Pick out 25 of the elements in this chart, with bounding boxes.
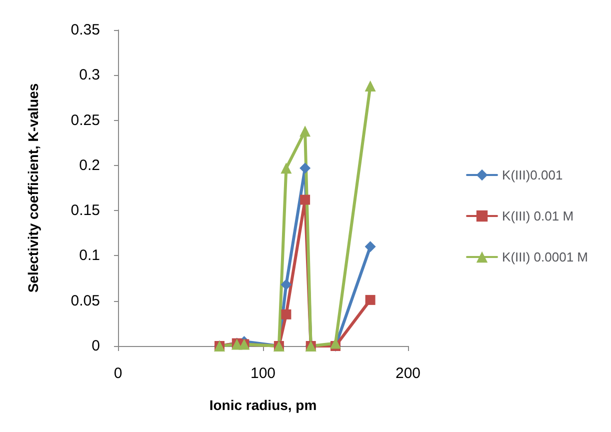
y-axis-title: Selectivity coefficient, K-values: [25, 83, 41, 293]
point: [364, 241, 376, 252]
y-tick-label: 0.35: [70, 22, 100, 38]
y-tick-label: 0.1: [79, 247, 100, 264]
legend-label: K(III) 0.01 M: [502, 208, 574, 224]
x-tick-label: 200: [395, 365, 421, 382]
point: [300, 194, 310, 205]
point: [281, 309, 292, 320]
y-tick-label: 0.15: [70, 202, 100, 220]
y-tick-label: 0.2: [79, 156, 100, 174]
y-tick-label: 0.05: [70, 292, 100, 310]
legend-label: K(III)0.001: [502, 168, 563, 182]
point: [300, 126, 311, 137]
y-tick-label: 0.25: [70, 112, 100, 129]
point: [300, 162, 311, 174]
x-tick-label: 0: [114, 365, 122, 382]
y-tick-label: 0: [92, 338, 100, 354]
point: [280, 279, 292, 290]
y-tick-label: 0.3: [79, 66, 100, 84]
x-tick-label: 100: [250, 365, 276, 382]
legend-label: K(III) 0.0001 M: [502, 250, 588, 264]
point: [280, 162, 292, 174]
point: [364, 80, 376, 92]
x-axis-title: Ionic radius, pm: [209, 397, 317, 413]
point: [365, 294, 376, 305]
